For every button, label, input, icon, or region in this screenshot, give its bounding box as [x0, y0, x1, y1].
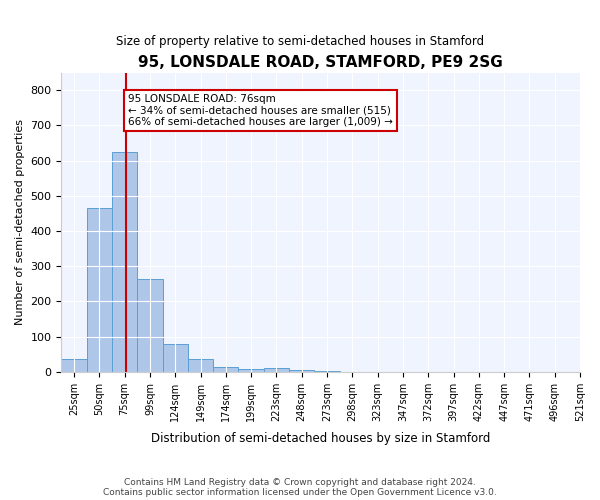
Text: Size of property relative to semi-detached houses in Stamford: Size of property relative to semi-detach… [116, 35, 484, 48]
Bar [163, 344, 188, 372]
Bar [188, 360, 213, 372]
Bar [238, 369, 264, 372]
Text: Contains HM Land Registry data © Crown copyright and database right 2024.
Contai: Contains HM Land Registry data © Crown c… [103, 478, 497, 497]
Y-axis label: Number of semi-detached properties: Number of semi-detached properties [15, 119, 25, 325]
Bar [61, 360, 87, 372]
Bar [87, 208, 112, 372]
Bar [264, 368, 289, 372]
Bar [213, 366, 238, 372]
Bar [112, 152, 137, 372]
Bar [137, 278, 163, 372]
Bar [289, 370, 314, 372]
Text: 95 LONSDALE ROAD: 76sqm
← 34% of semi-detached houses are smaller (515)
66% of s: 95 LONSDALE ROAD: 76sqm ← 34% of semi-de… [128, 94, 392, 127]
Title: 95, LONSDALE ROAD, STAMFORD, PE9 2SG: 95, LONSDALE ROAD, STAMFORD, PE9 2SG [139, 55, 503, 70]
X-axis label: Distribution of semi-detached houses by size in Stamford: Distribution of semi-detached houses by … [151, 432, 490, 445]
